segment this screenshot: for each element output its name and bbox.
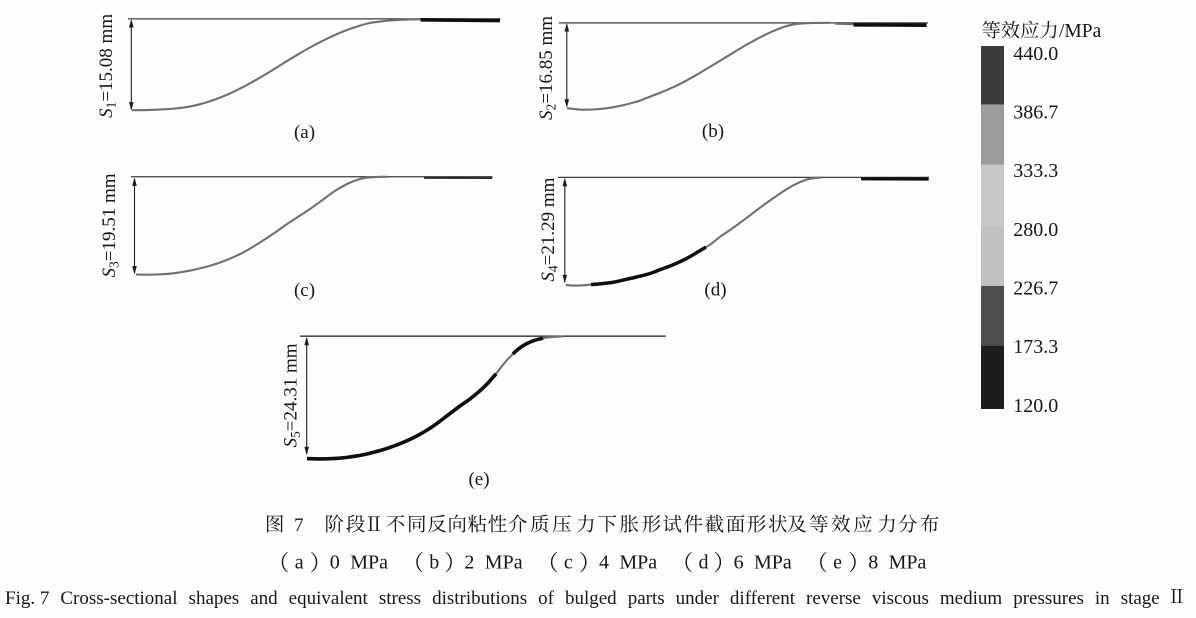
svg-text:(e): (e): [468, 469, 489, 490]
svg-text:120.0: 120.0: [1013, 395, 1058, 417]
svg-text:d: d: [699, 552, 709, 574]
svg-text:173.3: 173.3: [1013, 336, 1058, 358]
svg-text:333.3: 333.3: [1013, 160, 1058, 182]
svg-text:(d): (d): [704, 280, 726, 301]
svg-text:(b): (b): [702, 121, 724, 142]
svg-text:6: 6: [734, 552, 744, 574]
svg-text:4: 4: [599, 552, 609, 574]
svg-text:S2=16.85 mm: S2=16.85 mm: [536, 16, 559, 120]
svg-text:S4=21.29 mm: S4=21.29 mm: [538, 177, 561, 281]
svg-text:S5=24.31 mm: S5=24.31 mm: [281, 343, 304, 447]
svg-text:c: c: [564, 552, 573, 574]
svg-text:280.0: 280.0: [1013, 219, 1058, 241]
svg-text:0: 0: [330, 552, 340, 574]
svg-text:440.0: 440.0: [1013, 43, 1058, 65]
svg-text:MPa: MPa: [485, 552, 523, 574]
svg-text:226.7: 226.7: [1013, 278, 1058, 300]
svg-text:386.7: 386.7: [1013, 102, 1058, 124]
svg-text:S1=15.08 mm: S1=15.08 mm: [96, 14, 119, 118]
svg-text:7: 7: [294, 515, 304, 536]
svg-text:/MPa: /MPa: [1059, 21, 1102, 42]
svg-text:MPa: MPa: [350, 552, 388, 574]
svg-text:8: 8: [868, 552, 878, 574]
svg-text:MPa: MPa: [619, 552, 657, 574]
svg-text:a: a: [295, 552, 304, 574]
svg-text:S3=19.51 mm: S3=19.51 mm: [99, 173, 122, 277]
svg-text:(c): (c): [294, 280, 315, 301]
svg-text:b: b: [429, 552, 439, 574]
svg-text:e: e: [833, 552, 842, 574]
svg-text:(a): (a): [294, 122, 315, 143]
svg-text:2: 2: [464, 552, 474, 574]
svg-text:MPa: MPa: [889, 552, 927, 574]
svg-text:MPa: MPa: [754, 552, 792, 574]
